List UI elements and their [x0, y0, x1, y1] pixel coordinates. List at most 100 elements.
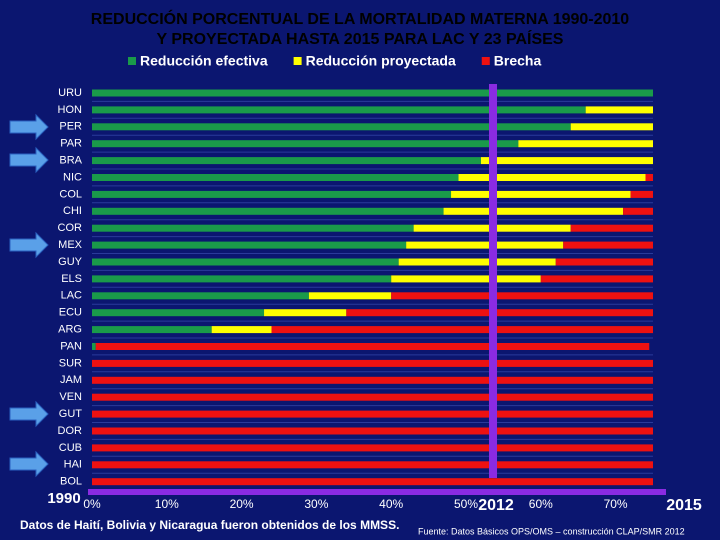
bar-segment — [92, 461, 653, 469]
marker-2012-line — [489, 84, 497, 478]
bar-segment — [645, 174, 653, 181]
bar-segment — [630, 190, 653, 198]
x-tick-label: 50% — [454, 497, 478, 511]
bar-segment — [585, 106, 653, 114]
bar-segment — [92, 326, 212, 334]
y-tick-label: NIC — [63, 171, 82, 183]
x-tick-label: 70% — [604, 497, 628, 511]
bar-segment — [540, 275, 653, 283]
bar-segment — [480, 157, 653, 165]
bar-segment — [92, 258, 399, 266]
y-tick-label: CHI — [63, 205, 82, 217]
bar-segment — [92, 106, 586, 114]
legend-swatch — [293, 57, 302, 65]
arrows — [9, 113, 49, 478]
bar-segment — [563, 241, 653, 249]
y-tick-label: HAI — [64, 459, 82, 471]
bar-segment — [570, 224, 653, 232]
y-tick-label: COR — [58, 222, 83, 234]
y-tick-label: PAR — [60, 138, 82, 150]
chart-title: REDUCCIÓN PORCENTUAL DE LA MORTALIDAD MA… — [91, 9, 630, 28]
annotation: 1990 — [47, 490, 80, 507]
y-tick-label: GUT — [59, 408, 83, 420]
bar-segment — [92, 427, 653, 435]
arrow — [9, 113, 49, 141]
bar-segment — [92, 241, 407, 249]
bar-segment — [570, 123, 653, 131]
chart-subtitle: Y PROYECTADA HASTA 2015 PARA LAC Y 23 PA… — [157, 29, 564, 48]
bar-segment — [92, 478, 653, 486]
bar-segment — [211, 326, 272, 334]
bar-segment — [92, 174, 459, 181]
legend-swatch — [128, 57, 136, 65]
footnote: Datos de Haití, Bolivia y Nicaragua fuer… — [20, 518, 399, 532]
bar-segment — [271, 326, 653, 334]
bar-segment — [92, 157, 481, 165]
x-tick-label: 0% — [83, 497, 101, 511]
bar-segment — [92, 292, 309, 300]
bar-segment — [92, 190, 452, 198]
arrow — [9, 450, 49, 478]
y-tick-label: BRA — [59, 155, 82, 167]
bar-segment — [92, 275, 392, 283]
bar-segment — [92, 224, 414, 232]
x-tick-label: 30% — [304, 497, 328, 511]
y-tick-label: ECU — [59, 307, 82, 319]
y-tick-label: URU — [58, 87, 82, 99]
axis-band — [88, 489, 666, 495]
x-tick-label: 20% — [230, 497, 254, 511]
source: Fuente: Datos Básicos OPS/OMS – construc… — [418, 526, 685, 536]
y-tick-label: GUY — [58, 256, 83, 268]
legend-swatch — [481, 57, 490, 65]
legend-label: Reducción efectiva — [140, 53, 268, 69]
bar-segment — [92, 359, 653, 367]
x-tick-label: 40% — [379, 497, 403, 511]
bar-segment — [92, 207, 444, 215]
y-tick-label: VEN — [59, 391, 82, 403]
y-tick-label: BOL — [60, 476, 82, 488]
bar-segment — [92, 89, 653, 97]
bar-segment — [555, 258, 653, 266]
arrow — [9, 231, 49, 259]
bar-segment — [406, 241, 564, 249]
bar-segment — [458, 174, 646, 181]
arrow — [9, 400, 49, 428]
y-tick-label: CUB — [59, 442, 82, 454]
bar-segment — [443, 207, 624, 215]
y-tick-label: HON — [58, 104, 83, 116]
annotation: 2015 — [666, 497, 702, 514]
bar-segment — [92, 343, 96, 350]
bar-segment — [451, 190, 631, 198]
y-tick-label: JAM — [60, 374, 82, 386]
bar-segment — [518, 140, 653, 148]
bar-segment — [264, 309, 347, 317]
bar-segment — [92, 140, 519, 148]
bar-segment — [92, 309, 265, 317]
y-tick-label: COL — [59, 188, 82, 200]
y-tick-label: LAC — [61, 290, 82, 302]
y-tick-label: PER — [59, 121, 82, 133]
bar-segment — [623, 207, 653, 215]
arrow — [9, 146, 49, 174]
y-tick-label: ELS — [61, 273, 82, 285]
y-tick-label: PAN — [60, 340, 82, 352]
y-tick-label: MEX — [58, 239, 83, 251]
bar-segment — [391, 292, 653, 300]
bar-segment — [92, 410, 653, 418]
bar-segment — [92, 393, 653, 401]
x-tick-label: 10% — [155, 497, 179, 511]
y-tick-label: DOR — [58, 425, 83, 437]
annotation: 2012 — [478, 497, 514, 514]
y-tick-label: ARG — [58, 324, 82, 336]
legend-label: Brecha — [494, 53, 542, 69]
bar-segment — [95, 343, 650, 350]
bar-segment — [391, 275, 541, 283]
bar-segment — [346, 309, 653, 317]
legend-label: Reducción proyectada — [306, 53, 456, 69]
bar-segment — [398, 258, 556, 266]
bar-segment — [308, 292, 392, 300]
y-tick-label: SUR — [59, 357, 82, 369]
bar-segment — [92, 444, 653, 452]
bar-segment — [92, 123, 571, 131]
